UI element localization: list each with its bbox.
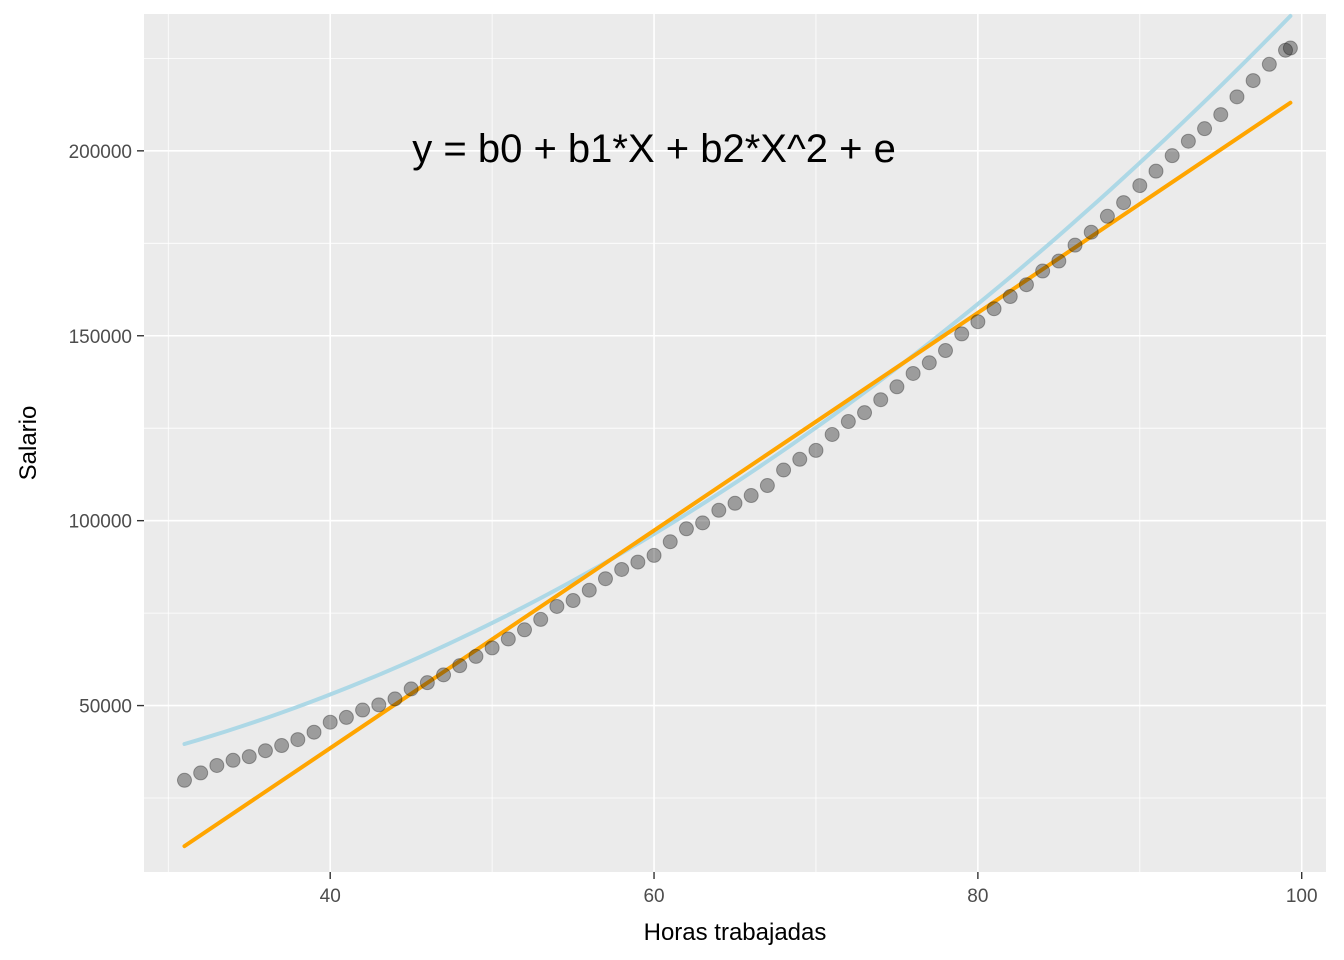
data-point: [1067, 237, 1083, 253]
plot-panel: [144, 14, 1326, 872]
data-point: [1180, 133, 1196, 149]
x-tick-label: 100: [1286, 886, 1318, 907]
quadratic-fit-line: [182, 14, 1293, 746]
data-point: [824, 426, 840, 442]
major-gridlines: [144, 14, 1326, 872]
data-point: [678, 521, 694, 537]
data-point: [776, 462, 792, 478]
data-point: [484, 640, 500, 656]
data-point: [338, 709, 354, 725]
minor-gridlines: [144, 14, 1326, 872]
data-point: [1282, 40, 1298, 56]
data-point: [1132, 178, 1148, 194]
data-point: [290, 732, 306, 748]
data-point: [970, 314, 986, 330]
y-axis-ticks: 50000 100000 150000 200000: [69, 142, 144, 718]
data-point: [1148, 163, 1164, 179]
data-point: [905, 365, 921, 381]
data-point: [274, 738, 290, 754]
data-point: [695, 515, 711, 531]
y-tick-label: 100000: [69, 512, 132, 533]
x-tick-label: 60: [643, 886, 664, 907]
equation-annotation: y = b0 + b1*X + b2*X^2 + e: [412, 127, 896, 171]
data-point: [597, 571, 613, 587]
data-point: [403, 681, 419, 697]
data-point: [937, 343, 953, 359]
data-point: [1278, 42, 1294, 58]
data-point: [1245, 73, 1261, 89]
data-point: [711, 502, 727, 518]
data-point: [241, 749, 257, 765]
data-point: [873, 392, 889, 408]
data-point: [468, 648, 484, 664]
data-point: [176, 772, 192, 788]
data-point: [581, 582, 597, 598]
data-point: [1116, 195, 1132, 211]
data-points: [176, 40, 1298, 788]
data-point: [306, 724, 322, 740]
data-point: [630, 554, 646, 570]
data-point: [565, 593, 581, 609]
data-point: [921, 355, 937, 371]
data-point: [1261, 56, 1277, 72]
y-tick-label: 150000: [69, 327, 132, 348]
data-point: [727, 495, 743, 511]
data-point: [1164, 148, 1180, 164]
data-point: [1083, 224, 1099, 240]
data-point: [322, 714, 338, 730]
data-point: [517, 622, 533, 638]
data-point: [1099, 208, 1115, 224]
data-point: [1197, 121, 1213, 137]
x-tick-label: 80: [967, 886, 988, 907]
data-point: [662, 534, 678, 550]
data-point: [954, 326, 970, 342]
data-point: [257, 743, 273, 759]
data-point: [840, 414, 856, 430]
data-point: [371, 697, 387, 713]
y-axis-title: Salario: [15, 406, 42, 481]
data-point: [614, 561, 630, 577]
linear-fit-line: [182, 100, 1293, 849]
data-point: [533, 611, 549, 627]
data-point: [646, 547, 662, 563]
fit-lines: [182, 14, 1293, 849]
data-point: [1229, 89, 1245, 105]
data-point: [1213, 107, 1229, 123]
data-point: [419, 675, 435, 691]
data-point: [387, 691, 403, 707]
x-axis-title: Horas trabajadas: [644, 919, 827, 946]
data-point: [225, 752, 241, 768]
y-tick-label: 200000: [69, 142, 132, 163]
data-point: [743, 488, 759, 504]
data-point: [452, 658, 468, 674]
x-tick-label: 40: [320, 886, 341, 907]
data-point: [889, 379, 905, 395]
y-tick-label: 50000: [79, 697, 132, 718]
data-point: [792, 451, 808, 467]
data-point: [209, 757, 225, 773]
data-point: [1051, 253, 1067, 269]
data-point: [986, 301, 1002, 317]
data-point: [355, 702, 371, 718]
data-point: [549, 598, 565, 614]
data-point: [1035, 263, 1051, 279]
data-point: [193, 765, 209, 781]
data-point: [759, 478, 775, 494]
data-point: [1018, 277, 1034, 293]
data-point: [857, 405, 873, 421]
data-point: [808, 442, 824, 458]
data-point: [436, 667, 452, 683]
data-point: [1002, 289, 1018, 305]
data-point: [500, 631, 516, 647]
x-axis-ticks: 40 60 80 100: [320, 872, 1318, 907]
